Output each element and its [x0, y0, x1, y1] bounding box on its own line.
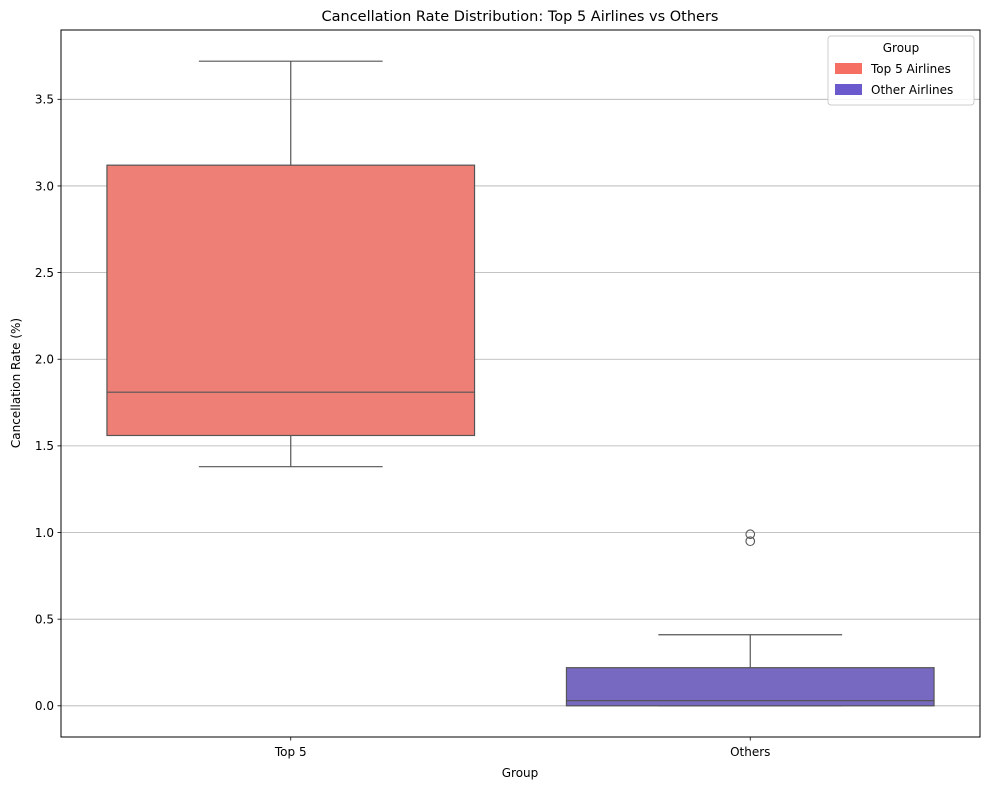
y-tick-label-2: 1.0: [35, 526, 54, 540]
y-tick-label-1: 0.5: [35, 612, 54, 626]
box-body: [106, 164, 476, 437]
y-tick-label-6: 3.0: [35, 179, 54, 193]
x-tick-label-1: Others: [730, 745, 770, 759]
x-axis-label: Group: [502, 766, 539, 780]
outlier-0: [745, 536, 756, 547]
y-tick-label-7: 3.5: [35, 93, 54, 107]
y-axis-label: Cancellation Rate (%): [9, 318, 23, 448]
y-tick-label-4: 2.0: [35, 353, 54, 367]
legend-label-1: Other Airlines: [871, 83, 953, 97]
chart-title: Cancellation Rate Distribution: Top 5 Ai…: [322, 9, 719, 25]
legend: Group Top 5 Airlines Other Airlines: [827, 35, 975, 106]
legend-swatch-0: [835, 63, 862, 74]
legend-label-0: Top 5 Airlines: [870, 62, 951, 76]
grid: [61, 98, 980, 707]
x-tick-label-0: Top 5: [274, 745, 307, 759]
y-tick-label-5: 2.5: [35, 266, 54, 280]
box-body: [565, 667, 935, 707]
outlier-1: [745, 529, 756, 540]
legend-swatch-1: [835, 84, 862, 95]
box-others: [565, 529, 935, 707]
y-tick-label-0: 0.0: [35, 699, 54, 713]
legend-frame: [827, 35, 975, 106]
boxes: [106, 60, 935, 707]
plot-frame: [60, 29, 981, 738]
box-top-5: [106, 60, 476, 468]
x-axis-ticks: Top 5 Others: [274, 737, 770, 759]
y-axis-ticks: 0.0 0.5 1.0 1.5 2.0 2.5 3.0 3.5: [35, 93, 61, 713]
y-tick-label-3: 1.5: [35, 439, 54, 453]
legend-title: Group: [883, 41, 920, 55]
